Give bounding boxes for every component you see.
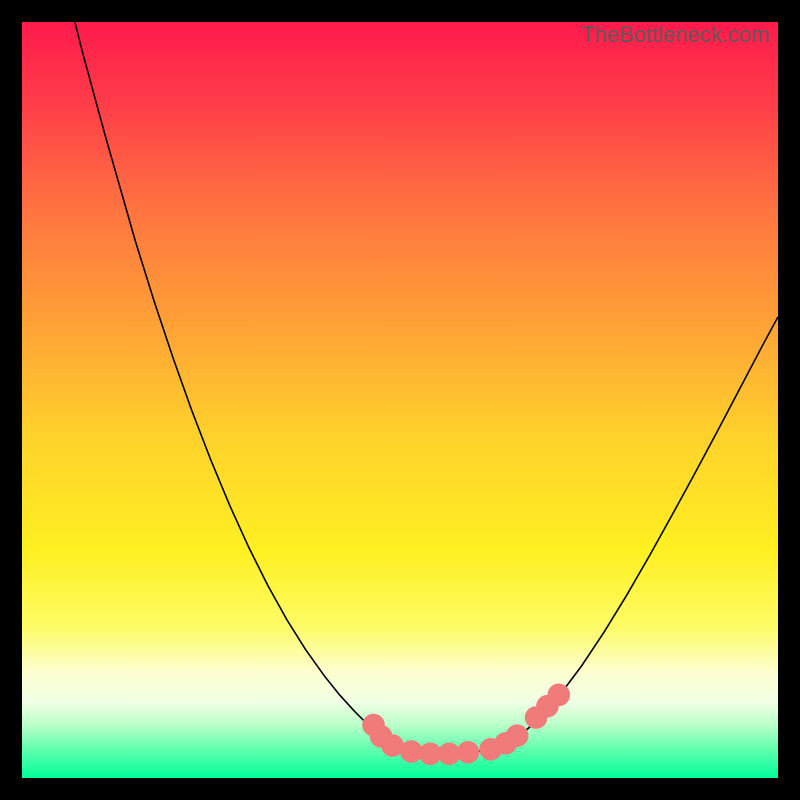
chart-svg [22, 22, 778, 778]
watermark-text: TheBottleneck.com [582, 22, 770, 48]
marker-point [510, 728, 525, 743]
bottleneck-curve [75, 22, 778, 754]
marker-point [551, 687, 566, 702]
marker-group [366, 687, 566, 761]
marker-point [385, 738, 400, 753]
plot-area: TheBottleneck.com [22, 22, 778, 778]
marker-point [423, 746, 438, 761]
marker-point [461, 745, 476, 760]
marker-point [442, 746, 457, 761]
marker-point [404, 744, 419, 759]
